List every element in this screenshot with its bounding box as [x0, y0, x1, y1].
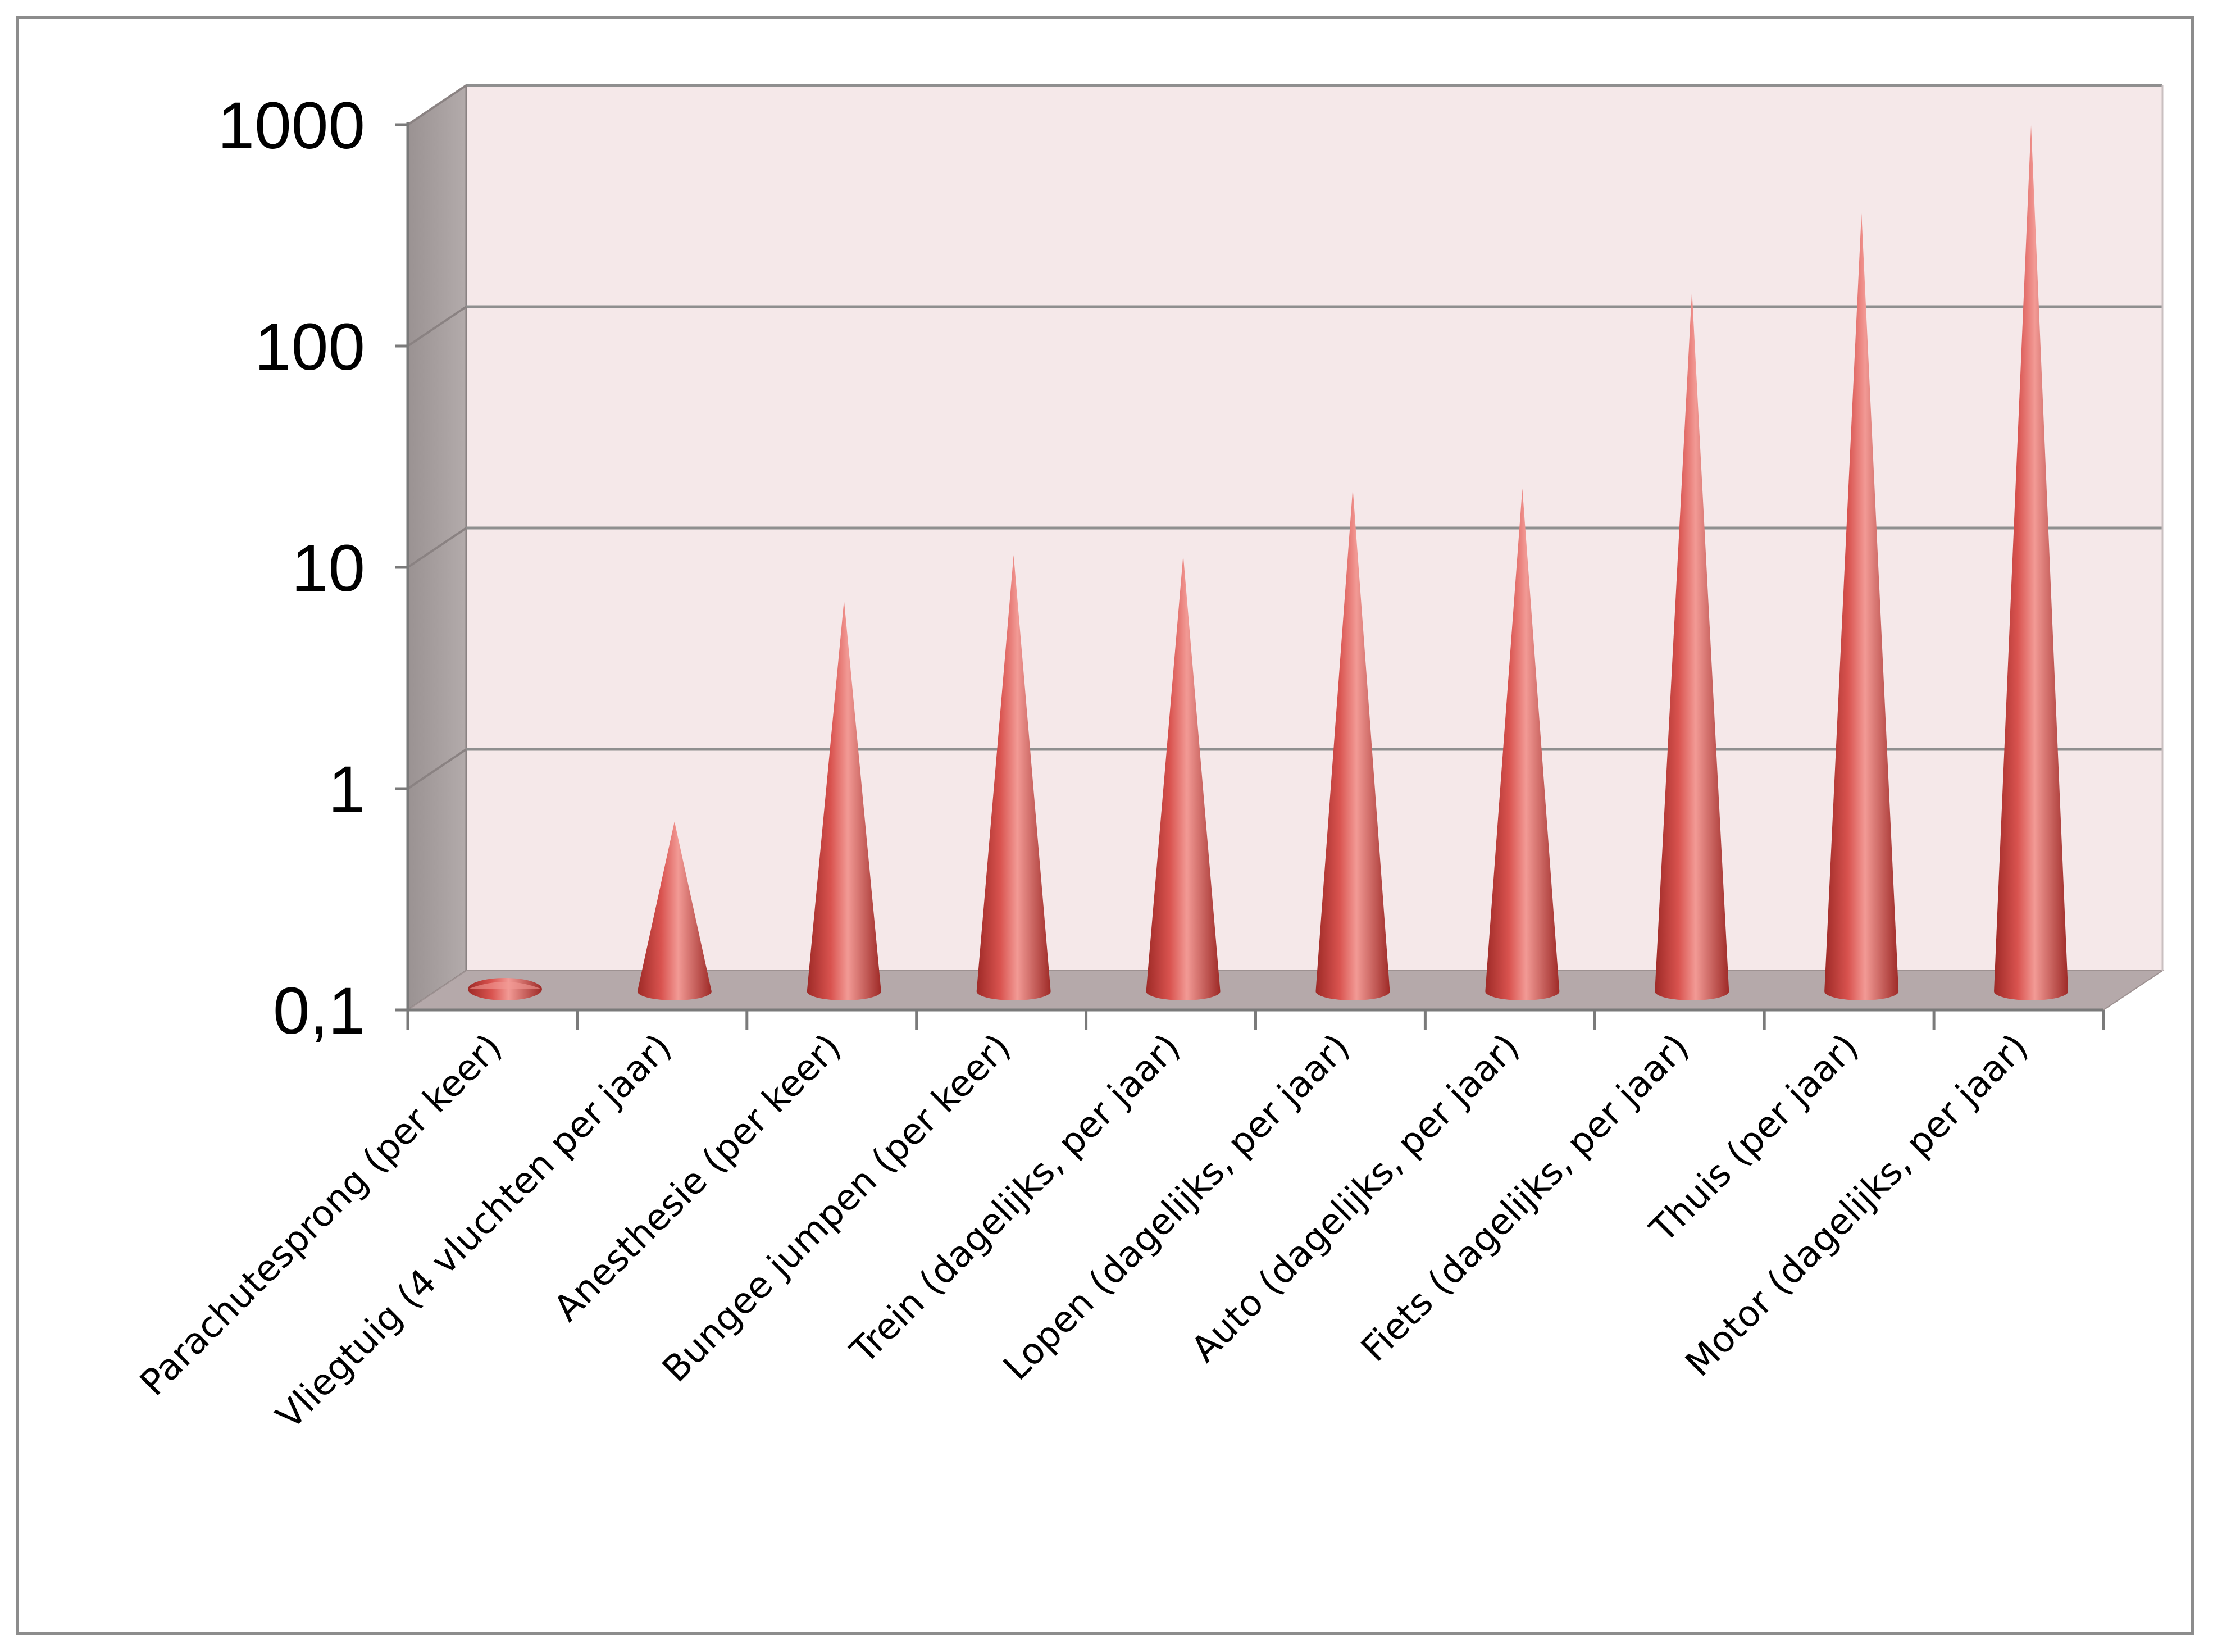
y-axis-tick-labels: 0,1 1 10 100 1000 — [217, 89, 365, 1048]
cone-body — [1146, 555, 1221, 1000]
cone-flat-highlight — [467, 982, 542, 989]
cone-bar — [1315, 488, 1390, 1000]
cone-body — [1655, 290, 1729, 1001]
y-tick-label: 10 — [292, 531, 365, 606]
cone-series — [467, 125, 2069, 1001]
cone-bar — [1485, 488, 1560, 1000]
y-tick-label: 1 — [328, 753, 365, 827]
cone-body — [1315, 488, 1390, 1000]
cone-body — [1485, 488, 1560, 1000]
cone-bar — [976, 555, 1051, 1000]
cone-bar — [637, 821, 712, 1000]
axes — [395, 122, 2105, 1030]
cone-bar — [807, 600, 881, 1000]
cone-bar — [1146, 555, 1221, 1000]
gridline-side — [407, 748, 467, 790]
x-axis-category-labels: Parachutesprong (per keer)Vliegtuig (4 v… — [133, 1026, 2037, 1437]
cone-body — [807, 600, 881, 1000]
cone-body — [1824, 213, 1899, 1001]
gridline-side — [407, 527, 467, 568]
y-tick-label: 0,1 — [273, 974, 365, 1048]
cone-body — [1994, 125, 2069, 1000]
cone-body — [976, 555, 1051, 1000]
cone-bar — [1994, 125, 2069, 1000]
x-category-label: Trein (dagelijks, per jaar) — [843, 1026, 1189, 1372]
cone-bar — [467, 978, 542, 1000]
x-category-label: Motor (dagelijks, per jaar) — [1678, 1026, 2036, 1385]
gridline-side — [407, 306, 467, 347]
cone-body — [637, 821, 712, 1000]
x-category-label: Anesthesie (per keer) — [546, 1026, 849, 1330]
y-tick-label: 100 — [254, 310, 365, 384]
cone-bar — [1824, 213, 1899, 1001]
x-category-label: Bungee jumpen (per keer) — [655, 1026, 1019, 1390]
cone-bar — [1655, 290, 1729, 1001]
x-category-label: Lopen (dagelijks, per jaar) — [996, 1026, 1358, 1389]
x-category-label: Auto (dagelijks, per jaar) — [1183, 1026, 1528, 1371]
x-category-label: Fiets (dagelijks, per jaar) — [1354, 1026, 1697, 1370]
x-category-label: Parachutesprong (per keer) — [133, 1026, 511, 1404]
gridline-side — [407, 84, 467, 126]
y-tick-label: 1000 — [217, 89, 365, 163]
